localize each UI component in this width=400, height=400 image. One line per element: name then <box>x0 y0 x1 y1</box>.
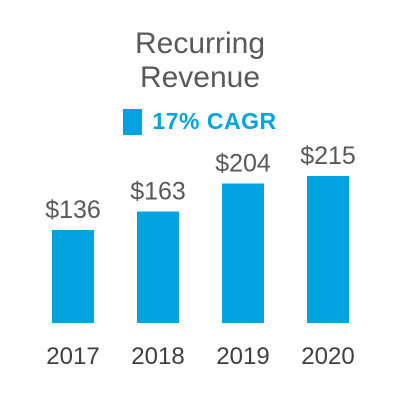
category-label-2017: 2017 <box>46 343 99 370</box>
legend-swatch <box>123 108 143 135</box>
bar-2020 <box>307 176 349 323</box>
bar-2019 <box>222 183 264 323</box>
value-label-2018: $163 <box>130 178 186 206</box>
chart-title-line-2: Revenue <box>139 61 261 94</box>
bar-2017 <box>52 230 94 323</box>
category-label-2019: 2019 <box>216 343 269 370</box>
category-label-2018: 2018 <box>131 343 184 370</box>
chart-title-line-1: Recurring <box>134 27 266 60</box>
legend-label: 17% CAGR <box>152 108 277 134</box>
value-label-2017: $136 <box>45 196 101 224</box>
bar-2018 <box>137 211 179 323</box>
category-label-2020: 2020 <box>301 343 354 370</box>
value-label-2020: $215 <box>300 142 356 170</box>
legend: 17% CAGR <box>0 108 400 135</box>
value-label-2019: $204 <box>215 150 271 178</box>
